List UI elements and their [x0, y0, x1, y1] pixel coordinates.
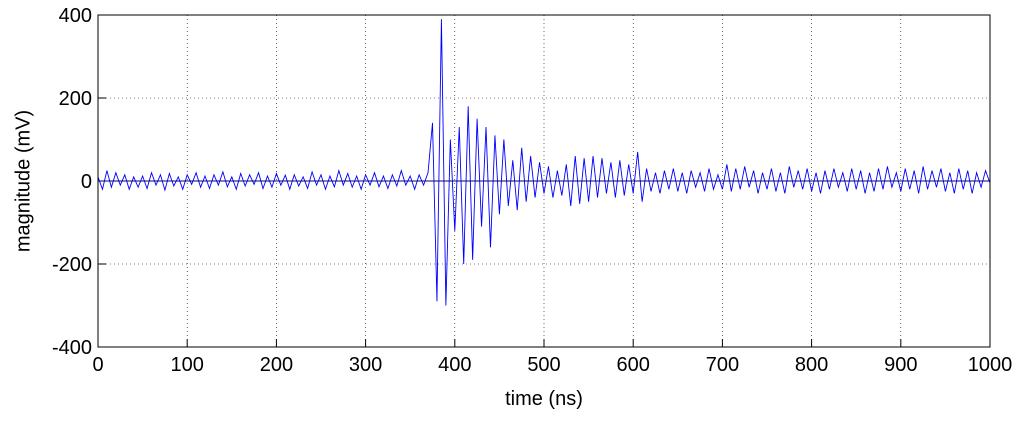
- data-line: [97, 19, 991, 306]
- x-axis-label: time (ns): [505, 388, 583, 410]
- plot-frame: [97, 14, 991, 348]
- x-tick-label: 800: [795, 354, 828, 376]
- x-tick-label: 300: [349, 354, 382, 376]
- x-tick-label: 0: [92, 354, 103, 376]
- y-tick-label: 400: [59, 5, 92, 27]
- x-tick-label: 200: [260, 354, 293, 376]
- y-tick-label: -200: [52, 254, 92, 276]
- x-tick-label: 400: [438, 354, 471, 376]
- x-tick-label: 500: [527, 354, 560, 376]
- x-tick-label: 900: [884, 354, 917, 376]
- y-axis-label: magnitude (mV): [12, 110, 34, 252]
- x-tick-label: 600: [617, 354, 650, 376]
- x-tick-label: 1000: [968, 354, 1013, 376]
- x-tick-label: 700: [706, 354, 739, 376]
- x-tick-label: 100: [171, 354, 204, 376]
- y-tick-label: -400: [52, 337, 92, 359]
- y-tick-label: 200: [59, 88, 92, 110]
- y-tick-label: 0: [81, 171, 92, 193]
